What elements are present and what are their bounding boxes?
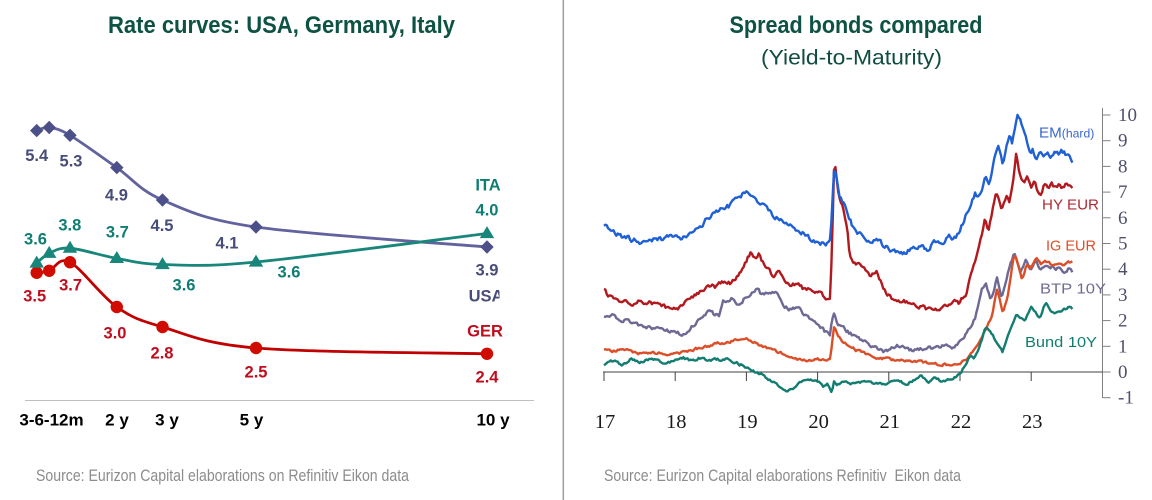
svg-text:-1: -1 [1118,388,1134,409]
svg-text:Rate curves: USA, Germany, Ita: Rate curves: USA, Germany, Italy [108,12,455,39]
svg-text:2.4: 2.4 [476,369,500,387]
svg-text:3: 3 [1118,285,1128,306]
svg-text:3.7: 3.7 [59,277,82,295]
svg-text:2.8: 2.8 [151,345,174,363]
svg-text:HY EUR: HY EUR [1042,197,1099,214]
svg-text:3.6: 3.6 [24,231,47,249]
svg-text:(Yield-to-Maturity): (Yield-to-Maturity) [761,47,942,70]
svg-text:3.6: 3.6 [173,277,196,295]
svg-text:3.6: 3.6 [278,264,301,282]
svg-text:USA: USA [469,288,504,306]
svg-text:5: 5 [1118,234,1128,255]
svg-text:Source: Eurizon Capital elabor: Source: Eurizon Capital elaborations Ref… [604,467,962,485]
svg-text:3.7: 3.7 [106,224,129,242]
svg-text:ITA: ITA [475,177,500,195]
svg-text:10: 10 [1118,105,1137,126]
svg-text:5 y: 5 y [240,411,264,430]
svg-text:3 y: 3 y [155,411,179,430]
svg-text:22: 22 [951,411,972,433]
svg-text:Source: Eurizon Capital elabor: Source: Eurizon Capital elaborations on … [36,467,410,485]
svg-text:2.5: 2.5 [245,364,268,382]
svg-text:IG EUR: IG EUR [1046,238,1096,255]
svg-text:2: 2 [1118,311,1128,332]
svg-text:Spread bonds compared: Spread bonds compared [730,12,983,39]
svg-text:20: 20 [808,411,829,433]
svg-text:10 y: 10 y [476,411,510,430]
svg-text:1: 1 [1118,336,1128,357]
svg-text:EM(hard): EM(hard) [1039,125,1094,142]
svg-text:Bund 10Y: Bund 10Y [1025,334,1097,351]
svg-text:6: 6 [1118,208,1128,229]
svg-text:4: 4 [1118,259,1128,280]
svg-text:3.0: 3.0 [104,325,127,343]
svg-text:19: 19 [737,411,758,433]
svg-text:3.5: 3.5 [23,288,46,306]
svg-text:5.4: 5.4 [25,147,49,165]
svg-text:3.9: 3.9 [476,262,499,280]
svg-text:4.5: 4.5 [151,217,174,235]
svg-text:GER: GER [467,323,503,341]
svg-text:4.1: 4.1 [216,235,239,253]
svg-text:7: 7 [1118,182,1128,203]
svg-text:2 y: 2 y [105,411,129,430]
svg-text:4.0: 4.0 [476,202,499,220]
svg-text:8: 8 [1118,156,1128,177]
svg-text:21: 21 [880,411,901,433]
svg-text:18: 18 [666,411,687,433]
svg-text:23: 23 [1022,411,1043,433]
svg-text:4.9: 4.9 [105,187,128,205]
svg-text:17: 17 [595,411,616,433]
svg-text:9: 9 [1118,131,1128,152]
svg-text:3-6-12m: 3-6-12m [19,411,83,430]
svg-text:3.8: 3.8 [58,217,81,235]
svg-text:5.3: 5.3 [60,153,83,171]
svg-text:BTP 10Y: BTP 10Y [1040,281,1106,298]
svg-text:0: 0 [1118,362,1128,383]
